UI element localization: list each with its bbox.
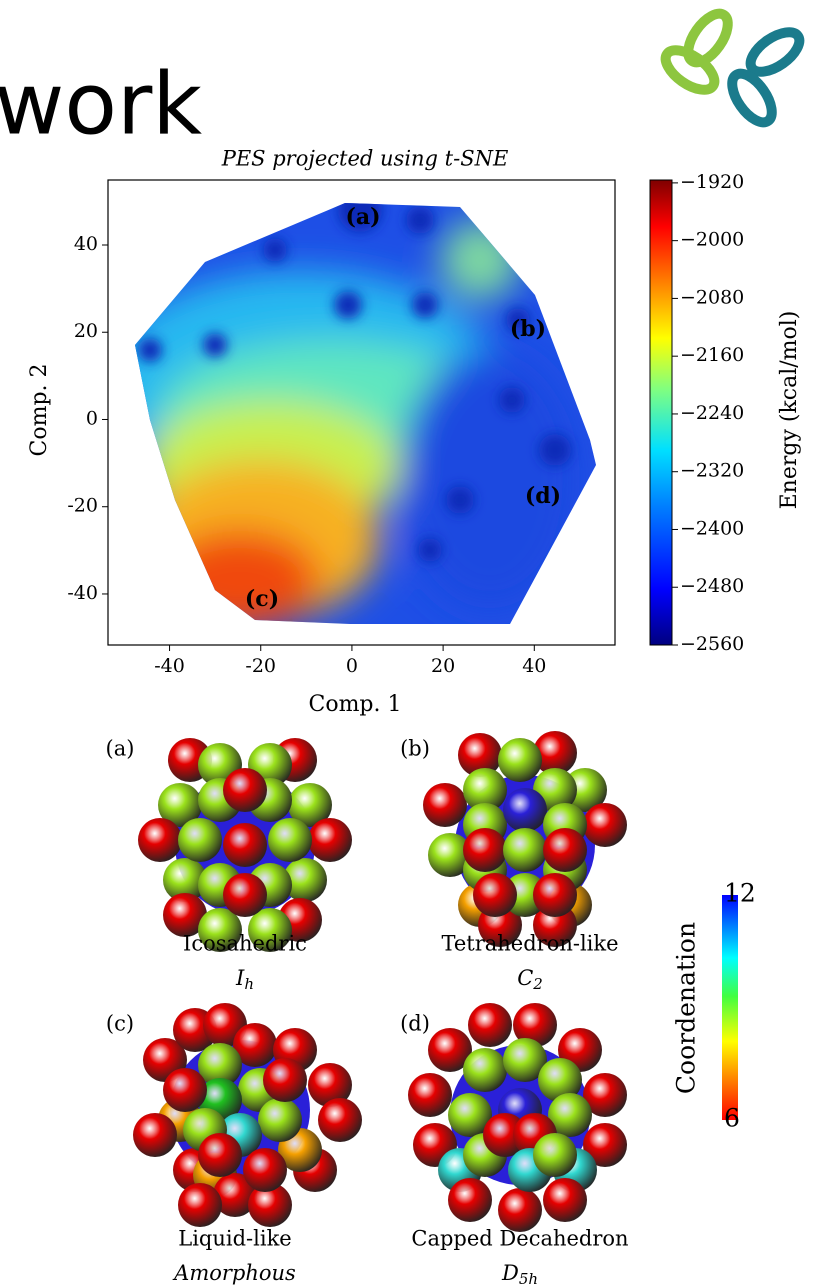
atom bbox=[543, 1178, 587, 1222]
atom bbox=[503, 788, 547, 832]
symmetry-main: Amorphous bbox=[172, 1261, 296, 1285]
coordination-colorbar bbox=[722, 895, 738, 1120]
coordination-tick-label: 6 bbox=[724, 1104, 740, 1133]
atom bbox=[498, 1188, 542, 1232]
x-tick-label: 20 bbox=[431, 655, 455, 677]
x-tick-label: 0 bbox=[346, 655, 358, 677]
atom bbox=[133, 1113, 177, 1157]
structure-symmetry: Ih bbox=[235, 966, 254, 994]
structure-symmetry: C2 bbox=[517, 966, 543, 994]
panel-label: (b) bbox=[400, 737, 430, 761]
x-tick-label: -20 bbox=[245, 655, 276, 677]
structure-name: Liquid-like bbox=[178, 1227, 291, 1251]
colorbar-tick-label: −2560 bbox=[680, 633, 744, 655]
pes-map bbox=[100, 180, 620, 650]
x-tick-label: 40 bbox=[522, 655, 546, 677]
atom bbox=[163, 1068, 207, 1112]
atom bbox=[198, 1133, 242, 1177]
atom bbox=[263, 1058, 307, 1102]
atom bbox=[308, 818, 352, 862]
page: work PES projected using t-SNE Comp. 1 C… bbox=[0, 0, 826, 1288]
atom bbox=[533, 1133, 577, 1177]
atom bbox=[178, 1183, 222, 1227]
atom bbox=[258, 1098, 302, 1142]
y-tick-label: 0 bbox=[86, 407, 98, 429]
colorbar-tick-label: −2000 bbox=[680, 229, 744, 251]
structure-symmetry: Amorphous bbox=[172, 1261, 296, 1285]
structure-name: Capped Decahedron bbox=[411, 1227, 628, 1251]
atom bbox=[468, 1003, 512, 1047]
atom bbox=[223, 823, 267, 867]
slide: work PES projected using t-SNE Comp. 1 C… bbox=[0, 0, 826, 1288]
colorbar-tick-label: −2160 bbox=[680, 344, 744, 366]
slide-title: work bbox=[0, 54, 202, 154]
coordination-label: Coordenation bbox=[672, 922, 701, 1094]
y-tick-label: -40 bbox=[67, 582, 98, 604]
y-tick-label: 40 bbox=[74, 233, 98, 255]
atom bbox=[503, 828, 547, 872]
atom bbox=[583, 803, 627, 847]
clusters bbox=[133, 731, 627, 1232]
atom bbox=[498, 738, 542, 782]
atom bbox=[178, 818, 222, 862]
atom bbox=[318, 1098, 362, 1142]
panel-label: (c) bbox=[106, 1012, 134, 1036]
region-label: (d) bbox=[525, 483, 561, 509]
panel-label: (a) bbox=[106, 737, 135, 761]
atom bbox=[243, 1148, 287, 1192]
atom bbox=[408, 1073, 452, 1117]
plot-title: PES projected using t-SNE bbox=[221, 147, 509, 171]
atom bbox=[463, 1048, 507, 1092]
x-axis-label: Comp. 1 bbox=[308, 692, 401, 717]
symmetry-sub: 2 bbox=[532, 975, 543, 993]
colorbar-label: Energy (kcal/mol) bbox=[777, 311, 802, 510]
structure-name: Tetrahedron-like bbox=[441, 932, 618, 956]
structure-symmetry: D5h bbox=[501, 1261, 538, 1288]
region-label: (c) bbox=[245, 586, 279, 612]
panel-label: (d) bbox=[400, 1012, 430, 1036]
coordination-tick-label: 12 bbox=[724, 879, 756, 908]
symmetry-main: C bbox=[517, 966, 533, 990]
x-tick-label: -40 bbox=[154, 655, 185, 677]
atom bbox=[268, 818, 312, 862]
y-tick-label: 20 bbox=[74, 320, 98, 342]
energy-colorbar bbox=[650, 180, 672, 645]
structure-name: Icosahedric bbox=[183, 932, 307, 956]
atom bbox=[223, 873, 267, 917]
symmetry-sub: h bbox=[244, 975, 254, 993]
region-label: (a) bbox=[345, 204, 380, 230]
symmetry-main: D bbox=[501, 1261, 519, 1285]
colorbar-tick-label: −2320 bbox=[680, 460, 744, 482]
atom bbox=[473, 873, 517, 917]
atom bbox=[463, 828, 507, 872]
y-tick-label: -20 bbox=[67, 495, 98, 517]
region-label: (b) bbox=[510, 316, 546, 342]
atom bbox=[138, 818, 182, 862]
atom bbox=[543, 828, 587, 872]
atom bbox=[448, 1178, 492, 1222]
atom bbox=[223, 768, 267, 812]
colorbar-tick-label: −2080 bbox=[680, 286, 744, 308]
colorbar-tick-label: −2400 bbox=[680, 517, 744, 539]
symmetry-sub: 5h bbox=[519, 1270, 538, 1288]
colorbar-tick-label: −2240 bbox=[680, 402, 744, 424]
logo bbox=[659, 7, 806, 129]
atom bbox=[423, 783, 467, 827]
colorbar-tick-label: −2480 bbox=[680, 575, 744, 597]
colorbar-tick-label: −1920 bbox=[680, 171, 744, 193]
atom bbox=[533, 873, 577, 917]
y-axis-label: Comp. 2 bbox=[27, 363, 52, 456]
